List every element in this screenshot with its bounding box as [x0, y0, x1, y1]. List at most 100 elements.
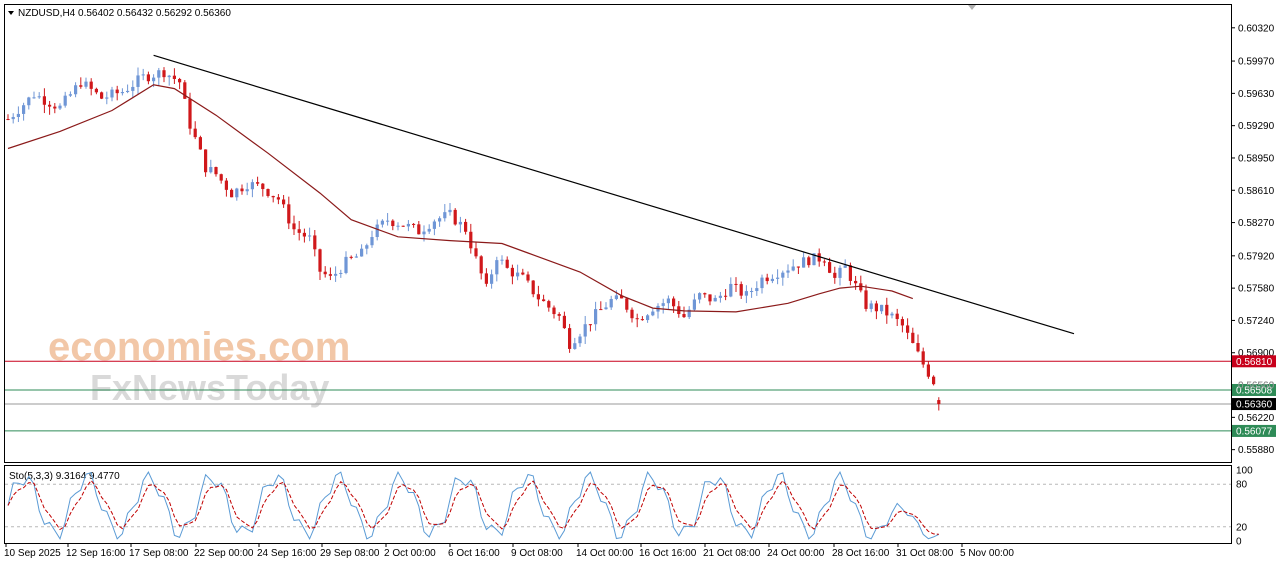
candle-body — [48, 104, 52, 107]
candle-body — [661, 303, 665, 306]
candle-body — [594, 309, 598, 325]
candle-body — [266, 189, 270, 196]
candle-body — [271, 195, 275, 198]
candle-body — [906, 325, 910, 333]
time-tick-label: 14 Oct 00:00 — [576, 548, 634, 559]
trendline — [153, 54, 1075, 335]
candle-body — [536, 294, 540, 300]
candle-body — [937, 400, 941, 405]
candle-body — [479, 256, 483, 274]
candle-body — [120, 92, 124, 94]
candle-body — [6, 119, 10, 121]
candle-body — [146, 74, 150, 82]
candle-body — [744, 291, 748, 296]
candle-body — [760, 277, 764, 289]
price-axis: 0.60320 0.59970 0.59630 0.59290 0.58950 0.586… — [1231, 23, 1275, 456]
candle-body — [932, 376, 936, 385]
candle-body — [245, 189, 249, 192]
candle-body — [209, 167, 213, 173]
candle-body — [105, 97, 109, 99]
time-tick-label: 6 Oct 16:00 — [448, 548, 500, 559]
candle-body — [157, 70, 161, 78]
candle-body — [531, 280, 535, 295]
candle-body — [817, 253, 821, 262]
stochastic-main-line — [7, 470, 940, 541]
level-price-label: 0.56810 — [1236, 357, 1273, 368]
candle-body — [11, 116, 15, 120]
candle-body — [562, 315, 566, 329]
stochastic-layer: 100 80 20 0 — [5, 466, 1253, 548]
candle-body — [651, 311, 655, 316]
candle-body — [365, 245, 369, 249]
time-tick-label: 24 Oct 00:00 — [767, 548, 825, 559]
candle-body — [484, 273, 488, 284]
watermark-fxnewstoday: FxNewsToday — [90, 367, 329, 408]
stochastic-signal-line — [7, 479, 939, 535]
candle-body — [640, 319, 644, 321]
candle-body — [334, 273, 338, 276]
stochastic-level-label: 80 — [1236, 480, 1248, 491]
candle-body — [822, 261, 826, 263]
candle-body — [167, 75, 171, 78]
level-price-label: 0.56077 — [1236, 426, 1273, 437]
candle-body — [250, 182, 254, 190]
time-tick-label: 10 Sep 2025 — [4, 548, 61, 559]
candle-body — [588, 324, 592, 326]
candle-body — [354, 256, 358, 258]
candle-body — [516, 272, 520, 277]
candle-body — [469, 231, 473, 249]
price-tick-label: 0.55880 — [1238, 445, 1275, 456]
candle-body — [490, 274, 494, 284]
time-axis: 10 Sep 2025 12 Sep 16:00 17 Sep 08:00 22 Se… — [4, 543, 1014, 559]
candle-body — [718, 295, 722, 298]
candles-layer — [6, 67, 941, 411]
shift-marker-icon[interactable] — [968, 5, 976, 10]
candle-body — [183, 82, 187, 99]
current-price-tag — [1232, 398, 1276, 411]
candle-body — [53, 106, 57, 109]
horizontal-levels — [5, 360, 1231, 432]
candle-body — [604, 307, 608, 310]
candle-body — [22, 105, 26, 114]
candle-body — [755, 288, 759, 292]
candle-body — [599, 309, 603, 311]
level-price-tag — [1232, 355, 1276, 368]
symbol-dropdown-icon[interactable] — [8, 11, 14, 15]
candle-body — [630, 309, 634, 319]
price-tick-label: 0.56900 — [1238, 348, 1275, 359]
candle-body — [464, 221, 468, 232]
candle-body — [412, 223, 416, 225]
candle-body — [791, 266, 795, 271]
time-tick-label: 12 Sep 16:00 — [66, 548, 126, 559]
candle-body — [328, 274, 332, 276]
candle-body — [646, 315, 650, 321]
candle-body — [495, 260, 499, 275]
candle-body — [131, 86, 135, 91]
candle-body — [375, 224, 379, 238]
candle-body — [453, 209, 457, 225]
candle-body — [609, 298, 613, 308]
candle-body — [729, 283, 733, 297]
candle-body — [427, 228, 431, 232]
candle-body — [474, 248, 478, 257]
price-tick-label: 0.58950 — [1238, 153, 1275, 164]
price-tick-label: 0.58610 — [1238, 186, 1275, 197]
candle-body — [401, 225, 405, 227]
candle-body — [895, 313, 899, 320]
time-tick-label: 2 Oct 00:00 — [384, 548, 436, 559]
candle-body — [432, 221, 436, 229]
candle-body — [547, 301, 551, 308]
candle-body — [687, 309, 691, 318]
candle-body — [739, 284, 743, 296]
candle-body — [58, 105, 62, 109]
candle-body — [916, 343, 920, 352]
candle-body — [84, 81, 88, 87]
moving-average-layer — [7, 84, 914, 313]
candle-body — [204, 149, 208, 173]
candle-body — [542, 299, 546, 302]
candle-body — [417, 224, 421, 235]
main-plot-frame — [4, 4, 1232, 463]
candle-body — [302, 232, 306, 237]
candle-body — [308, 235, 312, 237]
